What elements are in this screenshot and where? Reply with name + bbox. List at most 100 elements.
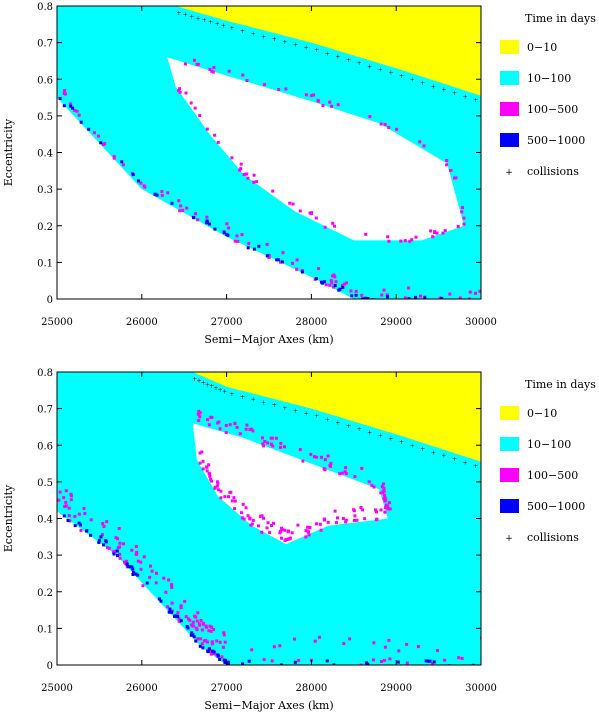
magenta-point (195, 619, 199, 623)
magenta-point (206, 418, 210, 422)
collision-marker: + (304, 410, 309, 417)
blue-point (167, 610, 171, 614)
magenta-point (271, 444, 275, 448)
blue-point (176, 615, 180, 619)
blue-point (275, 258, 279, 262)
y-tick-label: 0.7 (37, 39, 53, 50)
blue-point (361, 297, 364, 299)
magenta-point (318, 522, 322, 526)
magenta-point (321, 104, 325, 108)
magenta-point (64, 489, 68, 493)
blue-point (414, 297, 418, 299)
y-tick-label: 0.8 (37, 2, 53, 13)
magenta-point (367, 480, 371, 484)
magenta-point (233, 499, 237, 503)
legend-title: Time in days (525, 378, 596, 391)
blue-point (341, 286, 345, 289)
magenta-point (222, 631, 226, 635)
collision-marker: + (335, 54, 340, 61)
magenta-point (198, 451, 202, 455)
y-tick-label: 0.6 (37, 441, 53, 452)
magenta-point (208, 624, 212, 628)
collision-marker: + (431, 449, 436, 456)
white-region-lower (57, 511, 481, 665)
collision-marker: + (261, 33, 266, 40)
magenta-point (344, 472, 348, 475)
magenta-point (265, 242, 269, 246)
magenta-point (419, 294, 422, 298)
magenta-point (288, 201, 292, 205)
y-tick-label: 0.7 (37, 405, 53, 416)
magenta-point (379, 122, 383, 126)
magenta-point (64, 504, 68, 508)
blue-point (189, 633, 193, 637)
blue-point (207, 222, 211, 226)
collision-marker: + (272, 36, 277, 43)
magenta-point (359, 506, 363, 509)
magenta-point (381, 490, 385, 494)
magenta-point (207, 463, 211, 467)
collision-marker: + (176, 10, 181, 17)
magenta-point (101, 533, 104, 537)
magenta-point (383, 645, 387, 649)
magenta-point (58, 490, 62, 494)
magenta-point (241, 502, 245, 506)
magenta-point (301, 459, 305, 463)
blue-point (366, 297, 370, 299)
magenta-point (374, 508, 377, 512)
collision-marker: + (420, 80, 425, 87)
magenta-point (62, 496, 66, 500)
x-tick-label: 30000 (465, 683, 497, 694)
magenta-point (352, 519, 356, 522)
blue-point (159, 599, 163, 603)
magenta-point (279, 445, 282, 449)
magenta-point (283, 528, 287, 532)
blue-point (428, 659, 432, 663)
magenta-point (364, 232, 368, 236)
legend-label: collisions (527, 165, 579, 178)
blue-point (293, 660, 297, 664)
magenta-point (251, 518, 255, 522)
magenta-point (330, 281, 334, 285)
magenta-point (324, 283, 328, 287)
magenta-point (295, 258, 299, 262)
magenta-point (245, 172, 249, 176)
magenta-point (379, 508, 383, 512)
magenta-point (139, 181, 143, 185)
magenta-point (306, 525, 310, 529)
magenta-point (112, 155, 116, 159)
magenta-point (62, 91, 66, 95)
magenta-point (102, 525, 106, 528)
magenta-point (230, 156, 234, 160)
magenta-point (345, 281, 348, 285)
magenta-point (224, 424, 228, 427)
legend-label: 10−100 (527, 72, 571, 85)
magenta-point (193, 614, 197, 618)
collision-marker: + (229, 391, 234, 398)
collision-marker: + (431, 83, 436, 90)
collision-marker: + (209, 383, 214, 390)
collision-marker: + (357, 426, 362, 433)
legend-label: 0−10 (527, 41, 557, 54)
magenta-point (68, 519, 72, 523)
blue-point (127, 565, 131, 569)
magenta-point (290, 531, 294, 535)
magenta-point (431, 662, 434, 665)
magenta-point (380, 485, 384, 489)
magenta-point (208, 68, 212, 71)
magenta-point (341, 517, 345, 520)
magenta-point (262, 83, 266, 87)
white-region-hole (167, 57, 464, 241)
blue-point (227, 661, 231, 665)
magenta-point (309, 211, 313, 215)
blue-point (130, 565, 134, 569)
x-tick-label: 25000 (41, 317, 73, 328)
collision-marker: + (367, 63, 372, 70)
magenta-point (329, 279, 333, 283)
magenta-point (314, 216, 318, 220)
magenta-point (344, 518, 348, 522)
blue-point (241, 662, 244, 665)
magenta-point (198, 461, 202, 465)
magenta-point (304, 535, 308, 539)
magenta-point (359, 663, 363, 665)
